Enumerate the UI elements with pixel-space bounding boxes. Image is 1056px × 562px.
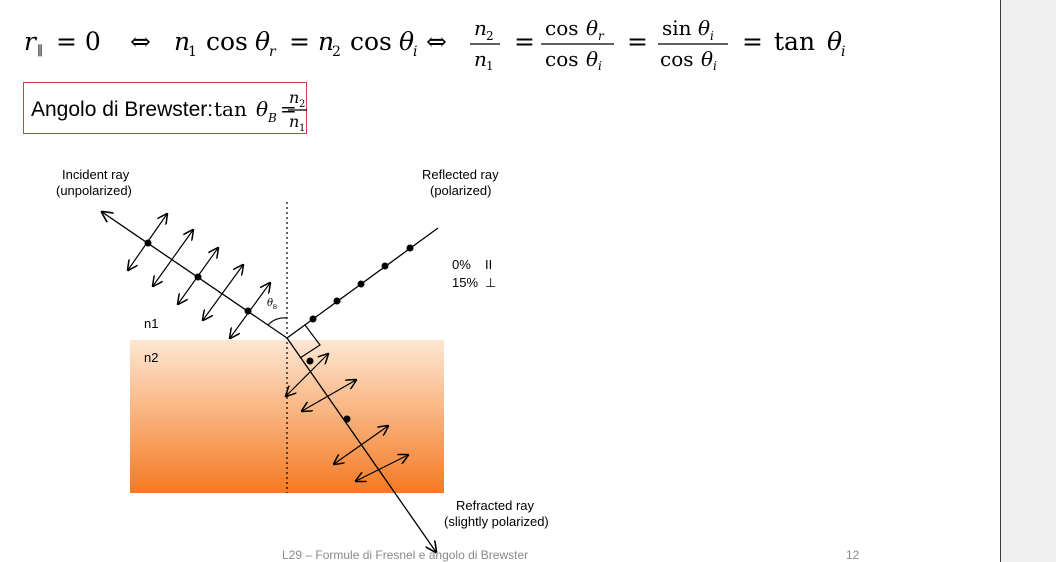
frac-cos-theta-2: θ (701, 47, 713, 70)
frac-theta-den-sub: i (598, 59, 602, 70)
medium1-label: n1 (144, 316, 158, 331)
frac-theta-num-sub: r (598, 29, 605, 43)
incident-label-line2: (unpolarized) (56, 183, 132, 198)
equals-1: = (289, 27, 310, 56)
pct-parallel: 0% (452, 257, 471, 272)
medium2-label: n2 (144, 350, 158, 365)
arrow-incident-5 (230, 283, 270, 338)
frac-n2-num-sub: 2 (486, 29, 494, 43)
right-side-panel (1000, 0, 1056, 562)
arrow-incident-1 (128, 214, 167, 270)
frac-cos-den-2: cos (660, 47, 694, 70)
frac-n2-num: n (474, 16, 487, 40)
slide-footer: L29 – Formule di Fresnel e angolo di Bre… (0, 548, 1000, 562)
reflected-polarization (309, 244, 414, 323)
refracted-polarization (286, 354, 408, 481)
brewster-label: Angolo di Brewster: (31, 98, 213, 121)
fresnel-formula: r ∥ = 0 ⇔ n 1 cos θ r = n 2 cos θ i ⇔ n … (24, 16, 845, 70)
dot-reflected-4 (381, 262, 389, 270)
equals-3: = (627, 27, 648, 56)
dot-refracted-2 (343, 415, 351, 423)
brewster-tan: tan (214, 97, 247, 121)
brewster-formula: Angolo di Brewster: tan θ B = n 2 n 1 (31, 88, 307, 134)
arrow-refracted-4 (356, 455, 408, 481)
fraction-n2-n1: n 2 n 1 (470, 16, 500, 70)
sym-perp: ⊥ (485, 275, 496, 290)
brewster-theta: θ (256, 97, 268, 121)
brewster-diagram: Incident ray (unpolarized) Reflected ray… (56, 167, 549, 562)
cos-1: cos (206, 27, 248, 56)
theta-i-sub-1: i (413, 44, 417, 60)
frac-cos-num: cos (545, 16, 579, 40)
n1-subscript: 1 (188, 44, 197, 60)
page-number: 12 (846, 548, 860, 562)
n2-subscript: 2 (332, 44, 341, 60)
frac-sin-num: sin (662, 16, 692, 40)
frac-sin-theta: θ (698, 16, 710, 40)
equals-4: = (742, 27, 763, 56)
frac-n1-den: n (474, 47, 487, 70)
incident-label-line1: Incident ray (62, 167, 130, 182)
theta-r-1: θ (255, 27, 270, 56)
frac-cos-theta-sub-2: i (713, 59, 717, 70)
brewster-theta-sub: B (267, 111, 277, 125)
incident-polarization (128, 214, 270, 338)
tan-final: tan (774, 27, 815, 56)
brewster-n2: n (289, 88, 299, 107)
arrow-refracted-2 (302, 380, 356, 411)
sym-parallel: II (485, 257, 492, 272)
brewster-n2-sub: 2 (299, 99, 305, 110)
arrow-incident-4 (203, 265, 243, 320)
frac-n1-den-sub: 1 (486, 59, 494, 70)
theta-i-final: θ (827, 27, 842, 56)
pct-perp: 15% (452, 275, 478, 290)
n2-symbol: n (318, 27, 334, 56)
brewster-equals: = (280, 97, 297, 121)
arrow-incident-2 (153, 230, 193, 286)
brewster-n1-sub: 1 (299, 123, 305, 134)
brewster-angle-arc (267, 317, 288, 326)
frac-theta-num: θ (586, 16, 598, 40)
refracted-label-line2: (slightly polarized) (444, 514, 549, 529)
brewster-n1: n (289, 112, 299, 131)
frac-sin-theta-sub: i (710, 29, 714, 43)
arrow-incident-3 (178, 248, 218, 304)
incident-ray (102, 212, 288, 339)
r-subscript: ∥ (37, 44, 43, 59)
reflected-label-line1: Reflected ray (422, 167, 499, 182)
eq-zero: = 0 (56, 27, 101, 56)
theta-r-sub-1: r (269, 44, 277, 60)
reflected-label-line2: (polarized) (430, 183, 491, 198)
arrow-refracted-1 (286, 354, 328, 396)
cos-2: cos (350, 27, 392, 56)
theta-i-1: θ (399, 27, 414, 56)
frac-theta-den: θ (586, 47, 598, 70)
footer-title: L29 – Formule di Fresnel e angolo di Bre… (282, 548, 529, 562)
dot-reflected-3 (357, 280, 365, 288)
slide: r ∥ = 0 ⇔ n 1 cos θ r = n 2 cos θ i ⇔ n … (0, 16, 1000, 562)
iff-symbol-1: ⇔ (130, 27, 151, 56)
dot-reflected-5 (406, 244, 414, 252)
fraction-cos-ratio: cos θ r cos θ i (541, 16, 614, 70)
brewster-angle-box: Angolo di Brewster: tan θ B = n 2 n 1 (23, 82, 307, 134)
dot-refracted-1 (306, 357, 314, 365)
refracted-label-line1: Refracted ray (456, 498, 535, 513)
theta-i-final-sub: i (841, 44, 845, 60)
dot-reflected-2 (333, 297, 341, 305)
n1-symbol: n (174, 27, 190, 56)
equals-2: = (514, 27, 535, 56)
arrow-refracted-3 (334, 426, 388, 464)
iff-symbol-2: ⇔ (426, 27, 447, 56)
angle-theta-sub: B (273, 305, 277, 311)
r-symbol: r (24, 27, 38, 56)
fraction-sin-ratio: sin θ i cos θ i (658, 16, 728, 70)
dot-reflected-1 (309, 315, 317, 323)
frac-cos-den: cos (545, 47, 579, 70)
angle-theta-label: θ (267, 298, 273, 309)
